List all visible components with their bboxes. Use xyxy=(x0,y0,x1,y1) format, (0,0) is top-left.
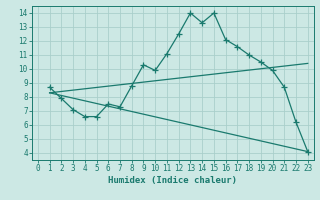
X-axis label: Humidex (Indice chaleur): Humidex (Indice chaleur) xyxy=(108,176,237,185)
